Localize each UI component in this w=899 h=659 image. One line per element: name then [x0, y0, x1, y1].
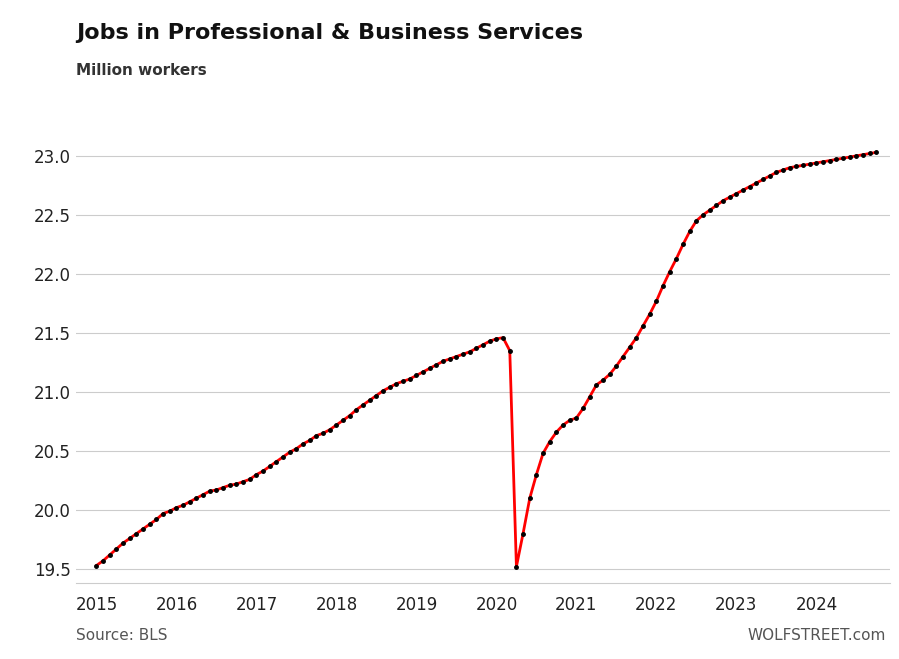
Text: Jobs in Professional & Business Services: Jobs in Professional & Business Services — [76, 23, 583, 43]
Text: Source: BLS: Source: BLS — [76, 627, 168, 643]
Text: Million workers: Million workers — [76, 63, 207, 78]
Text: WOLFSTREET.com: WOLFSTREET.com — [747, 627, 886, 643]
